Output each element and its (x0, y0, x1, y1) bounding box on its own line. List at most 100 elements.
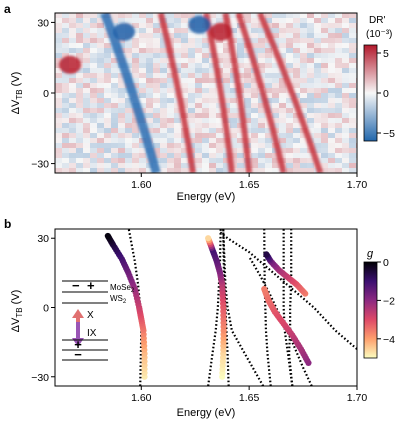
inset-plus-bottom: + (74, 337, 82, 352)
heatmap-pixel (272, 23, 280, 29)
heatmap-pixel (62, 73, 70, 79)
heatmap-pixel (97, 148, 105, 154)
heatmap-pixel (286, 38, 294, 44)
heatmap-pixel (160, 113, 168, 119)
heatmap-pixel (76, 148, 84, 154)
model-lines (127, 229, 357, 386)
g-factor-point (205, 235, 212, 242)
heatmap-pixel (188, 48, 196, 54)
heatmap-pixel (153, 78, 161, 84)
heatmap-pixel (55, 38, 63, 44)
heatmap-pixel (146, 68, 154, 74)
heatmap-pixel (230, 78, 238, 84)
heatmap-pixel (62, 133, 70, 139)
heatmap-pixel (146, 78, 154, 84)
heatmap-pixel (251, 73, 259, 79)
heatmap-pixel (62, 98, 70, 104)
heatmap-pixel (55, 113, 63, 119)
panel-b-ytick-label: 30 (37, 233, 49, 245)
heatmap-pixel (76, 18, 84, 24)
heatmap-pixel (83, 128, 91, 134)
heatmap-pixel (342, 18, 350, 24)
heatmap-pixel (83, 33, 91, 39)
heatmap-pixel (202, 53, 210, 59)
heatmap-pixel (321, 43, 329, 49)
heatmap-pixel (272, 98, 280, 104)
heatmap-pixel (181, 68, 189, 74)
heatmap-pixel (335, 38, 343, 44)
heatmap-pixel (90, 153, 98, 159)
heatmap-pixel (349, 43, 357, 49)
heatmap-pixel (146, 13, 154, 19)
heatmap-pixel (118, 163, 126, 169)
heatmap-pixel (174, 18, 182, 24)
heatmap-pixel (286, 133, 294, 139)
heatmap-pixel (237, 168, 245, 173)
heatmap-pixel (125, 153, 133, 159)
heatmap-pixel (328, 98, 336, 104)
heatmap-pixel (83, 108, 91, 114)
heatmap-pixel (321, 53, 329, 59)
heatmap-pixel (209, 93, 217, 99)
heatmap-pixel (293, 168, 301, 173)
heatmap-pixel (90, 158, 98, 164)
heatmap-pixel (181, 38, 189, 44)
heatmap-pixel (104, 138, 112, 144)
heatmap-pixel (62, 168, 70, 173)
heatmap-pixel (349, 138, 357, 144)
heatmap-pixel (293, 83, 301, 89)
heatmap-pixel (55, 148, 63, 154)
heatmap-pixel (90, 88, 98, 94)
heatmap-pixel (132, 68, 140, 74)
heatmap-pixel (132, 153, 140, 159)
heatmap-pixel (118, 168, 126, 173)
heatmap-pixel (342, 118, 350, 124)
heatmap-pixel (146, 123, 154, 129)
heatmap-pixel (300, 53, 308, 59)
heatmap-pixel (195, 138, 203, 144)
heatmap-pixel (272, 58, 280, 64)
heatmap-pixel (230, 143, 238, 149)
heatmap-pixel (258, 48, 266, 54)
heatmap-pixel (349, 23, 357, 29)
heatmap-pixel (139, 103, 147, 109)
heatmap-pixel (223, 78, 231, 84)
heatmap-pixel (258, 43, 266, 49)
heatmap-pixel (153, 73, 161, 79)
heatmap-pixel (265, 43, 273, 49)
panel-b-ylabel: ΔVTB (V) (10, 290, 24, 333)
heatmap-pixel (349, 88, 357, 94)
heatmap-pixel (216, 63, 224, 69)
heatmap-pixel (153, 28, 161, 34)
heatmap-pixel (216, 58, 224, 64)
heatmap-pixel (174, 143, 182, 149)
heatmap-pixel (111, 98, 119, 104)
heatmap-pixel (230, 123, 238, 129)
heatmap-pixel (286, 113, 294, 119)
heatmap-pixel (76, 143, 84, 149)
heatmap-pixel (335, 18, 343, 24)
heatmap-pixel (111, 18, 119, 24)
heatmap-pixel (202, 148, 210, 154)
heatmap-pixel (69, 88, 77, 94)
heatmap-pixel (139, 43, 147, 49)
heatmap-pixel (272, 78, 280, 84)
heatmap-pixel (76, 73, 84, 79)
heatmap-pixel (97, 33, 105, 39)
heatmap-pixel (202, 108, 210, 114)
heatmap-pixel (104, 78, 112, 84)
heatmap-pixel (335, 118, 343, 124)
heatmap-pixel (167, 83, 175, 89)
heatmap-pixel (335, 133, 343, 139)
heatmap-pixel (167, 133, 175, 139)
heatmap-pixel (314, 133, 322, 139)
heatmap-pixel (76, 43, 84, 49)
heatmap-pixel (167, 98, 175, 104)
g-factor-point (261, 285, 268, 293)
heatmap-pixel (335, 43, 343, 49)
heatmap-pixel (265, 73, 273, 79)
heatmap-pixel (174, 118, 182, 124)
heatmap-pixel (97, 158, 105, 164)
heatmap-pixel (195, 168, 203, 173)
heatmap-pixel (272, 103, 280, 109)
